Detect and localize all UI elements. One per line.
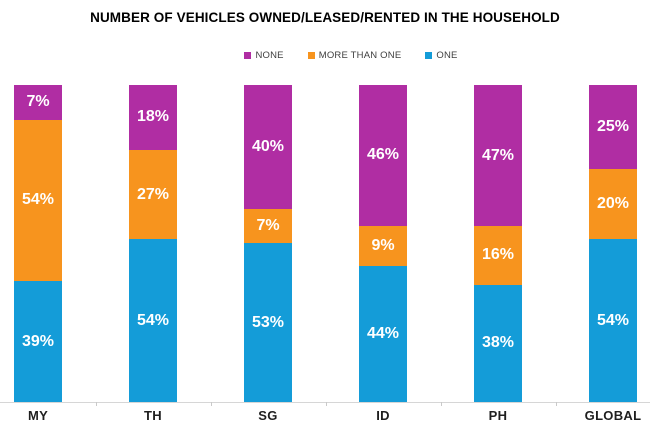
bar-segment-one: 54% bbox=[129, 239, 177, 402]
bar-segment-more-than-one: 27% bbox=[129, 149, 177, 240]
legend: NONE MORE THAN ONE ONE bbox=[26, 50, 650, 61]
bar-id: 46% 9% 44% bbox=[359, 85, 407, 402]
bar-segment-more-than-one: 9% bbox=[359, 225, 407, 267]
axis-tick bbox=[210, 402, 212, 406]
bar-segment-none: 7% bbox=[14, 85, 62, 120]
bar-sg: 40% 7% 53% bbox=[244, 85, 292, 402]
legend-label: NONE bbox=[255, 50, 284, 61]
segment-value-label: 18% bbox=[136, 108, 170, 126]
segment-value-label: 20% bbox=[596, 195, 630, 213]
legend-item-none: NONE bbox=[244, 50, 284, 61]
segment-value-label: 54% bbox=[136, 311, 170, 329]
segment-value-label: 40% bbox=[251, 137, 285, 155]
bar-ph: 47% 16% 38% bbox=[474, 85, 522, 402]
segment-value-label: 25% bbox=[596, 117, 630, 135]
segment-value-label: 44% bbox=[366, 325, 400, 343]
chart-title: NUMBER OF VEHICLES OWNED/LEASED/RENTED I… bbox=[90, 10, 560, 25]
bar-segment-one: 38% bbox=[474, 284, 522, 402]
axis-tick bbox=[95, 402, 97, 406]
segment-value-label: 16% bbox=[481, 246, 515, 264]
category-label-my: MY bbox=[27, 408, 49, 423]
category-label-ph: PH bbox=[488, 408, 508, 423]
legend-swatch-one bbox=[425, 52, 433, 59]
segment-value-label: 38% bbox=[481, 334, 515, 352]
category-label-sg: SG bbox=[258, 408, 278, 423]
bar-segment-more-than-one: 54% bbox=[14, 119, 62, 282]
segment-value-label: 9% bbox=[371, 237, 395, 255]
category-label-global: GLOBAL bbox=[584, 408, 642, 423]
bar-segment-more-than-one: 7% bbox=[244, 208, 292, 244]
bar-segment-none: 47% bbox=[474, 85, 522, 227]
segment-value-label: 54% bbox=[596, 311, 630, 329]
bar-segment-none: 18% bbox=[129, 85, 177, 150]
legend-swatch-more-than-one bbox=[307, 52, 315, 59]
category-label-th: TH bbox=[144, 408, 162, 423]
bar-my: 7% 54% 39% bbox=[14, 85, 62, 402]
category-label-id: ID bbox=[376, 408, 390, 423]
legend-label: ONE bbox=[436, 50, 458, 61]
legend-item-more-than-one: MORE THAN ONE bbox=[307, 50, 402, 61]
legend-label: MORE THAN ONE bbox=[318, 50, 402, 61]
segment-value-label: 46% bbox=[366, 146, 400, 164]
segment-value-label: 54% bbox=[21, 191, 55, 209]
axis-tick bbox=[325, 402, 327, 406]
segment-value-label: 7% bbox=[26, 93, 50, 111]
axis-tick bbox=[555, 402, 557, 406]
bar-th: 18% 27% 54% bbox=[129, 85, 177, 402]
segment-value-label: 53% bbox=[251, 313, 285, 331]
bar-segment-none: 46% bbox=[359, 85, 407, 226]
bar-segment-one: 44% bbox=[359, 266, 407, 402]
bar-segment-more-than-one: 16% bbox=[474, 226, 522, 285]
bar-segment-one: 39% bbox=[14, 281, 62, 402]
bar-segment-one: 54% bbox=[589, 239, 637, 402]
bar-global: 25% 20% 54% bbox=[589, 85, 637, 402]
bar-segment-none: 25% bbox=[589, 85, 637, 169]
bar-segment-more-than-one: 20% bbox=[589, 168, 637, 240]
plot-area: 7% 54% 39% 18% 27% 54% 40% 7% 53% 46% 9% 44% 47% 16% 3… bbox=[0, 85, 650, 406]
segment-value-label: 7% bbox=[256, 217, 280, 234]
bar-segment-none: 40% bbox=[244, 85, 292, 209]
segment-value-label: 47% bbox=[481, 146, 515, 164]
axis-tick bbox=[440, 402, 442, 406]
segment-value-label: 39% bbox=[21, 332, 55, 350]
bar-segment-one: 53% bbox=[244, 243, 292, 402]
legend-swatch-none bbox=[244, 52, 252, 59]
segment-value-label: 27% bbox=[136, 185, 170, 203]
legend-item-one: ONE bbox=[425, 50, 457, 61]
